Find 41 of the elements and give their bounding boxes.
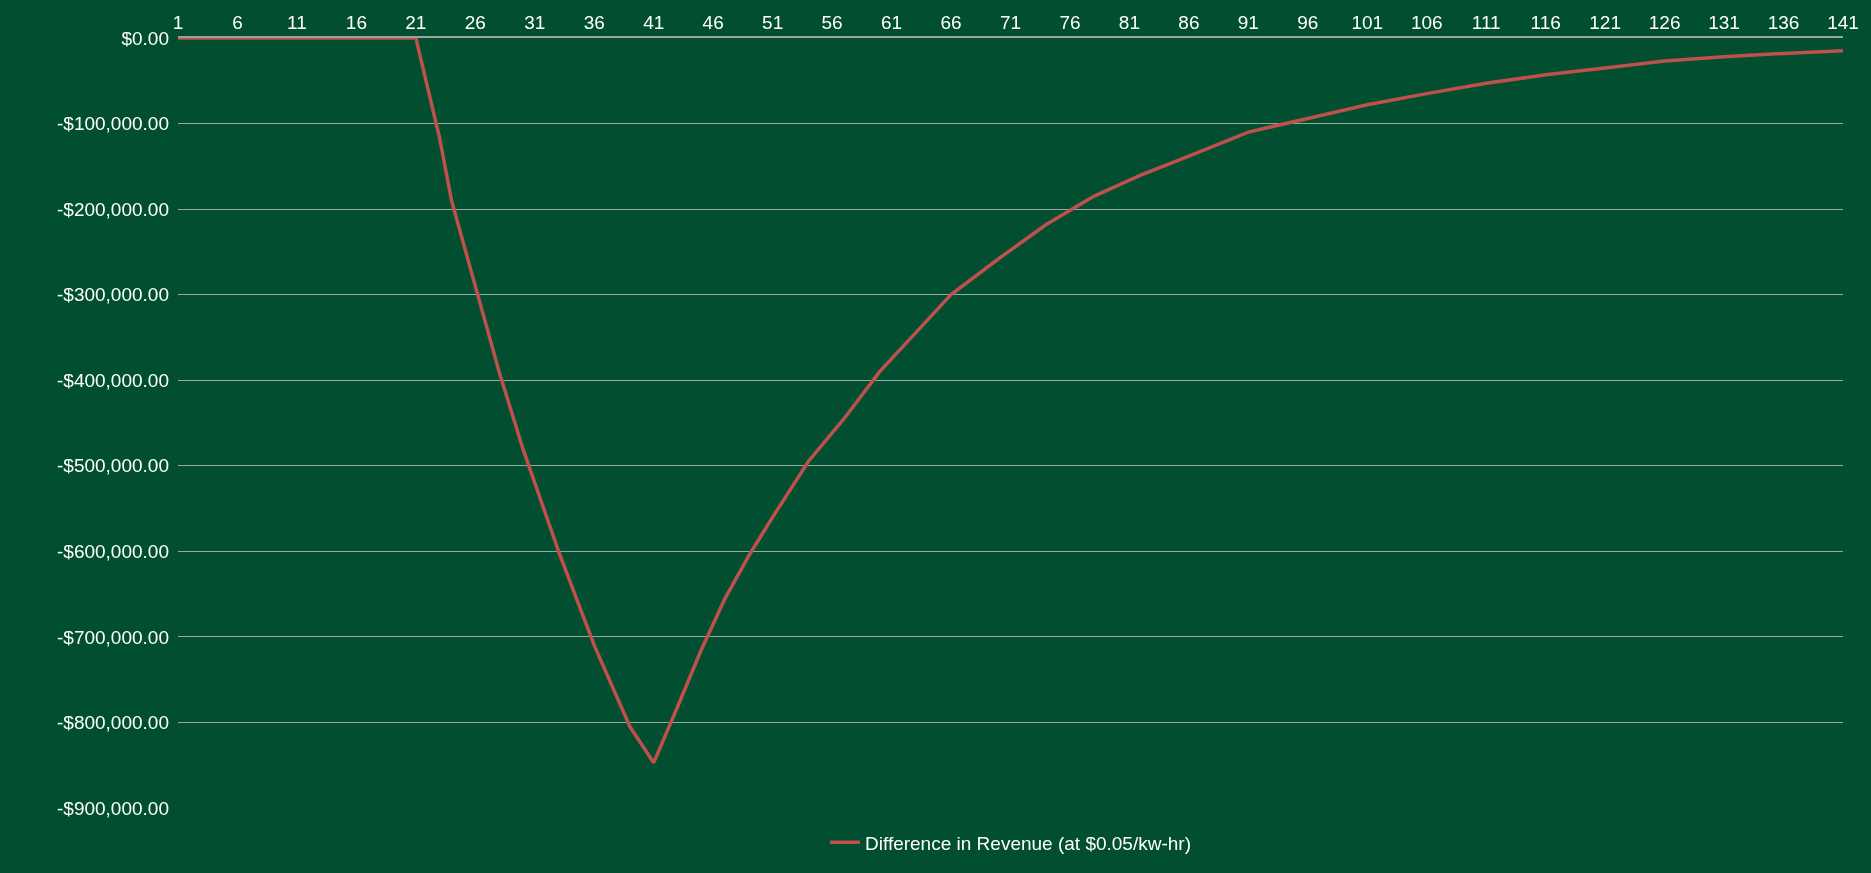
x-tick-label: 86: [1178, 11, 1200, 33]
x-tick-label: 31: [524, 11, 546, 33]
x-tick-label: 41: [643, 11, 665, 33]
y-tick-label: -$500,000.00: [57, 455, 169, 477]
x-tick-label: 111: [1471, 11, 1501, 33]
x-tick-label: 81: [1118, 11, 1140, 33]
y-tick-label: $0.00: [121, 27, 169, 49]
x-tick-label: 96: [1297, 11, 1319, 33]
y-tick-label: -$600,000.00: [57, 540, 169, 562]
y-tick-label: -$800,000.00: [57, 712, 169, 734]
x-tick-label: 16: [345, 11, 367, 33]
x-tick-label: 66: [940, 11, 962, 33]
x-tick-label: 6: [232, 11, 243, 33]
legend-label: Difference in Revenue (at $0.05/kw-hr): [865, 832, 1191, 854]
x-tick-label: 106: [1410, 11, 1443, 33]
x-tick-label: 46: [702, 11, 724, 33]
x-tick-label: 56: [821, 11, 843, 33]
x-tick-label: 26: [464, 11, 486, 33]
x-tick-label: 61: [881, 11, 903, 33]
x-tick-label: 131: [1708, 11, 1740, 33]
x-tick-label: 101: [1351, 11, 1384, 33]
x-tick-label: 11: [287, 11, 307, 33]
x-tick-label: 141: [1827, 11, 1859, 33]
x-tick-label: 121: [1589, 11, 1621, 33]
x-tick-label: 126: [1648, 11, 1681, 33]
x-tick-label: 91: [1237, 11, 1259, 33]
y-tick-label: -$300,000.00: [57, 284, 169, 306]
x-tick-label: 136: [1767, 11, 1800, 33]
x-tick-label: 1: [172, 11, 184, 33]
x-tick-label: 21: [405, 11, 427, 33]
y-tick-label: -$200,000.00: [57, 198, 169, 220]
y-tick-label: -$900,000.00: [57, 797, 169, 819]
x-tick-label: 76: [1059, 11, 1081, 33]
y-tick-label: -$700,000.00: [57, 626, 169, 648]
y-tick-label: -$100,000.00: [57, 113, 169, 135]
x-tick-label: 36: [583, 11, 605, 33]
x-tick-label: 116: [1530, 11, 1561, 33]
line-series: [178, 38, 1843, 765]
x-tick-label: 51: [762, 11, 784, 33]
y-tick-label: -$400,000.00: [57, 369, 169, 391]
x-tick-label: 71: [999, 11, 1022, 33]
